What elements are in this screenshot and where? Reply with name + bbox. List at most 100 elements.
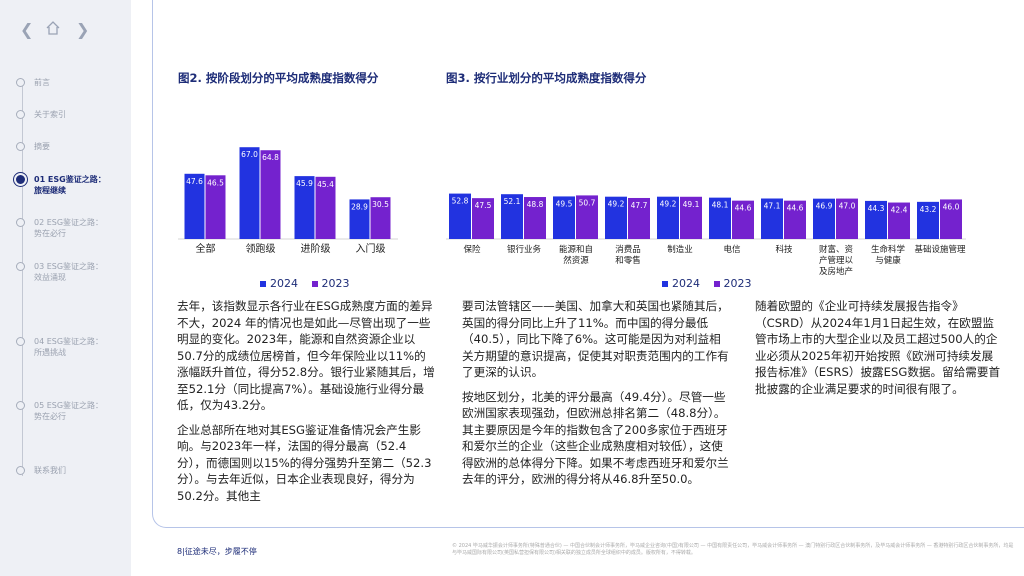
bar-2024	[239, 147, 260, 239]
sidebar-item-label: 04 ESG鉴证之路： 所遇挑战	[34, 337, 104, 357]
data-label: 47.7	[631, 201, 648, 210]
bar-2024	[184, 173, 205, 239]
category-label: 产管理以	[819, 255, 854, 266]
home-icon[interactable]	[44, 19, 62, 42]
bar-2024	[294, 176, 315, 239]
category-label: 入门级	[356, 242, 386, 255]
data-label: 46.0	[943, 202, 960, 211]
category-label: 制造业	[667, 244, 693, 255]
sidebar-item-label: 摘要	[34, 142, 50, 151]
paragraph: 去年，该指数显示各行业在ESG成熟度方面的差异不大，2024 年的情况也是如此—…	[177, 299, 435, 412]
sidebar-item-dot	[16, 78, 25, 87]
bar-2024	[501, 194, 523, 239]
data-label: 50.7	[579, 198, 596, 207]
category-label: 消费品	[615, 244, 641, 255]
sidebar: ❮ ❯ 前言 关于索引 摘要 01 ESG鉴证之路： 旅程继续 02 ESG鉴证之路： …	[0, 0, 131, 576]
data-label: 47.1	[764, 201, 781, 210]
category-label: 和零售	[615, 255, 641, 266]
bar-2023	[732, 200, 754, 239]
data-label: 49.5	[556, 199, 573, 208]
legend-label-2024: 2024	[270, 277, 298, 290]
bar-2024	[761, 198, 783, 239]
category-label: 银行业务	[507, 244, 542, 255]
category-label: 与健康	[875, 255, 901, 266]
bar-2023	[680, 196, 702, 239]
data-label: 47.0	[839, 202, 856, 211]
sidebar-item-dot	[16, 466, 25, 475]
category-label: 保险	[463, 244, 481, 255]
sidebar-item-label: 前言	[34, 78, 50, 87]
bar-2024	[709, 197, 731, 239]
sidebar-item-dot	[16, 337, 25, 346]
category-label: 然资源	[563, 255, 589, 266]
data-label: 49.2	[608, 200, 625, 209]
data-label: 49.1	[683, 200, 700, 209]
legend-label-2024: 2024	[672, 277, 700, 290]
sidebar-item-dot	[16, 262, 25, 271]
bar-2023	[524, 197, 546, 239]
data-label: 48.1	[712, 201, 729, 210]
bar-2024	[865, 200, 887, 239]
legend-swatch-2024	[260, 281, 266, 287]
category-label: 能源和自	[559, 244, 593, 255]
legend-2024: 2024	[260, 277, 298, 290]
text-column-3: 随着欧盟的《企业可持续发展报告指令》（CSRD）从2024年1月1日起生效，在欧…	[755, 298, 1001, 405]
chevron-left-icon[interactable]: ❮	[20, 20, 34, 39]
bar-2023	[628, 197, 650, 239]
legend-swatch-2024	[662, 281, 668, 287]
data-label: 44.3	[868, 204, 885, 213]
category-label: 电信	[723, 244, 741, 255]
text-column-1: 去年，该指数显示各行业在ESG成熟度方面的差异不大，2024 年的情况也是如此—…	[177, 298, 435, 512]
content-frame	[152, 0, 1024, 528]
category-label: 及房地产	[819, 266, 853, 276]
bar-2024	[657, 196, 679, 239]
sidebar-item-label: 联系我们	[34, 466, 66, 475]
sidebar-item-dot	[16, 401, 25, 410]
legend-label-2023: 2023	[723, 277, 752, 290]
figure3-legend: 2024 2023	[662, 277, 752, 290]
chevron-right-icon[interactable]: ❯	[76, 20, 90, 39]
paragraph: 要司法管辖区——美国、加拿大和英国也紧随其后，英国的得分同比上升了11%。而中国…	[462, 299, 729, 379]
stage-score-chart: 47.6 46.5 全部 67.0 64.8 领跑级 45.9 45.4 进阶级 28.9 30.5…	[178, 147, 398, 255]
sidebar-timeline	[22, 80, 23, 476]
data-label: 52.1	[504, 197, 521, 206]
data-label: 48.8	[527, 200, 544, 209]
bar-2023	[784, 200, 806, 239]
bar-2023	[888, 202, 910, 239]
data-label: 44.6	[735, 204, 752, 213]
paragraph: 随着欧盟的《企业可持续发展报告指令》（CSRD）从2024年1月1日起生效，在欧…	[755, 299, 1001, 396]
bar-2024	[349, 199, 370, 239]
bar-2023	[940, 199, 962, 239]
category-label: 进阶级	[301, 242, 331, 255]
bar-2023	[472, 198, 494, 239]
category-label: 全部	[196, 242, 216, 255]
data-label: 52.8	[452, 197, 469, 206]
bar-2024	[917, 201, 939, 239]
data-label: 46.9	[816, 202, 833, 211]
data-label: 42.4	[891, 206, 908, 215]
legend-swatch-2023	[311, 281, 318, 287]
bar-2023	[836, 198, 858, 239]
data-label: 44.6	[787, 204, 804, 213]
category-label: 领跑级	[246, 242, 276, 255]
category-label: 财富、资	[819, 244, 854, 255]
sidebar-item-label: 关于索引	[34, 110, 66, 119]
bar-2023	[370, 197, 391, 239]
bar-2024	[553, 196, 575, 239]
category-label: 生命科学	[871, 244, 906, 255]
legend-label-2023: 2023	[321, 277, 350, 290]
figure3-title: 图3. 按行业划分的平均成熟度指数得分	[446, 71, 647, 85]
sidebar-item-dot	[16, 175, 25, 184]
data-label: 30.5	[372, 200, 389, 209]
data-label: 47.6	[186, 177, 203, 186]
data-label: 45.9	[296, 179, 313, 188]
paragraph: 按地区划分，北美的评分最高（49.4分）。尽管一些欧洲国家表现强劲，但欧洲总排名…	[462, 389, 729, 487]
sidebar-item-label: 05 ESG鉴证之路： 势在必行	[34, 401, 104, 421]
legend-2023: 2023	[713, 277, 752, 290]
data-label: 46.5	[207, 178, 224, 187]
category-label: 基础设施管理	[914, 244, 966, 255]
sidebar-item-label: 03 ESG鉴证之路： 效益涌现	[34, 262, 104, 282]
text-column-2: 要司法管辖区——美国、加拿大和英国也紧随其后，英国的得分同比上升了11%。而中国…	[462, 298, 730, 496]
bar-2024	[449, 193, 471, 239]
bar-2023	[205, 175, 226, 239]
